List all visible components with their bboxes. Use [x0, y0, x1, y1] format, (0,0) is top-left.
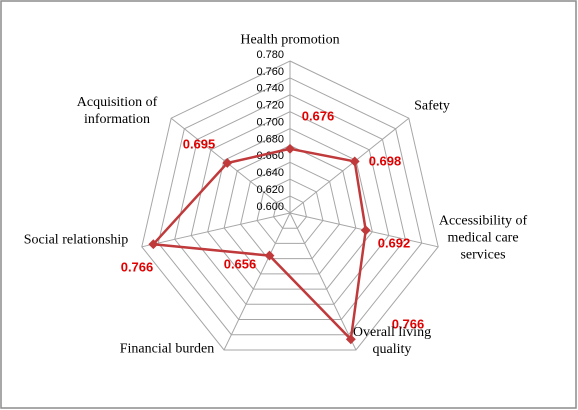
value-label: 0.766	[392, 316, 425, 331]
value-label: 0.676	[302, 108, 335, 123]
category-label: Overall living quality	[352, 325, 432, 357]
tick-label: 0.680	[256, 133, 284, 145]
spoke	[170, 117, 291, 214]
grid-ring	[174, 94, 406, 321]
tick-label: 0.620	[256, 184, 284, 196]
spoke	[223, 212, 291, 351]
marker	[360, 225, 371, 236]
tick-label: 0.740	[256, 83, 284, 95]
value-label: 0.656	[224, 256, 257, 271]
grid-ring	[190, 111, 390, 305]
tick-label: 0.700	[256, 116, 284, 128]
marker	[345, 334, 356, 345]
spoke	[289, 212, 357, 351]
marker	[349, 156, 360, 167]
spoke	[141, 212, 291, 248]
category-label: Health promotion	[240, 32, 340, 48]
marker	[264, 250, 275, 261]
grid-ring	[240, 161, 340, 260]
tick-label: 0.720	[256, 100, 284, 112]
grid-ring	[272, 195, 308, 229]
value-label: 0.766	[121, 259, 154, 274]
tick-label: 0.760	[256, 66, 284, 78]
series-line	[150, 147, 368, 343]
grid-ring	[141, 60, 439, 351]
category-label: Safety	[414, 98, 450, 114]
spoke	[289, 117, 410, 214]
category-label: Financial burden	[119, 341, 215, 357]
category-label: Acquisition of information	[76, 95, 158, 127]
tick-label: 0.660	[256, 150, 284, 162]
value-label: 0.698	[369, 153, 402, 168]
grid-ring	[256, 178, 324, 244]
marker	[148, 239, 159, 250]
tick-label: 0.600	[256, 201, 284, 213]
grid-ring	[223, 144, 357, 275]
marker	[222, 158, 233, 168]
category-label: Accessibility of medical care services	[438, 213, 528, 263]
value-label: 0.695	[183, 136, 216, 151]
tick-label: 0.640	[256, 167, 284, 179]
marker	[285, 143, 295, 154]
value-label: 0.692	[378, 235, 411, 250]
grid-ring	[207, 128, 373, 290]
grid-ring	[157, 77, 423, 336]
tick-label: 0.780	[256, 49, 284, 61]
category-label: Social relationship	[23, 232, 129, 248]
